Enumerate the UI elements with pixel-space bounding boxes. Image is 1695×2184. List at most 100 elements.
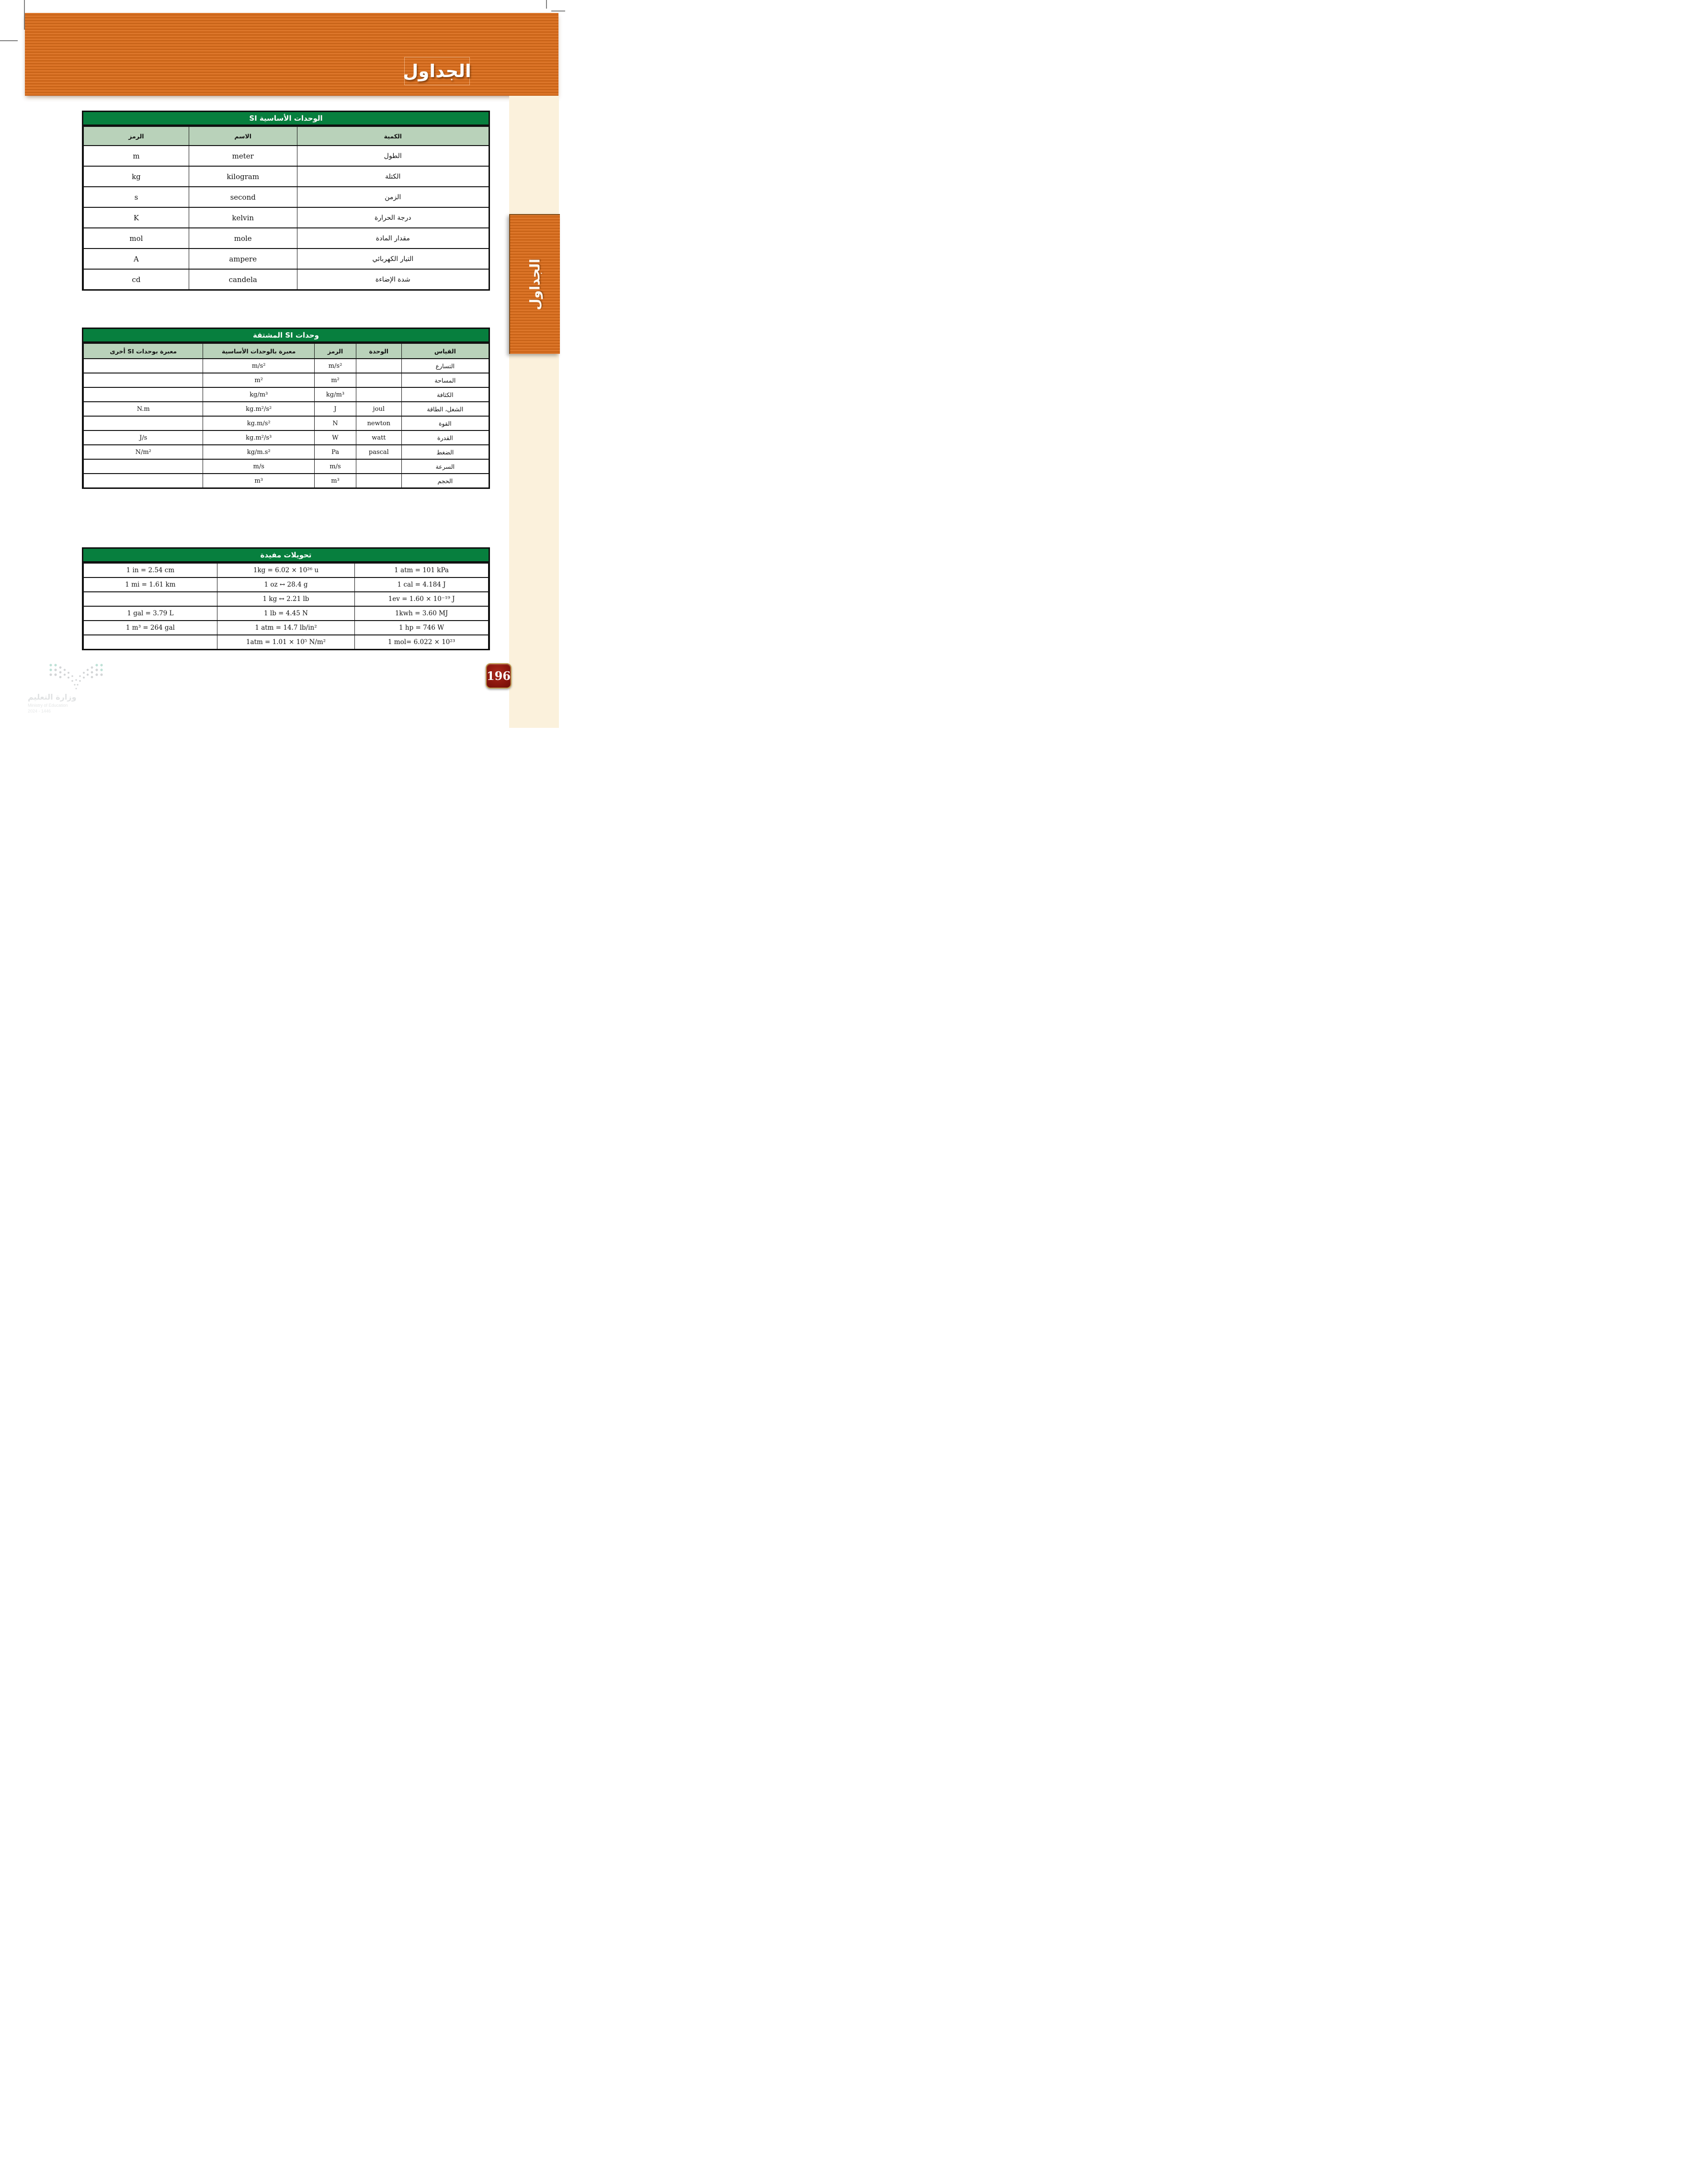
cell-base-units: kg/m.s²: [203, 444, 315, 459]
cell-base-units: kg.m/s²: [203, 416, 315, 430]
cell-other-units: J/s: [83, 430, 204, 445]
cell-conversion: 1 m³ = 264 gal: [83, 620, 217, 635]
cell-symbol: cd: [83, 269, 189, 289]
col-header-base-units: معبرة بالوحدات الأساسية: [203, 343, 315, 359]
cell-base-units: kg/m³: [203, 387, 315, 402]
cell-name: ampere: [188, 248, 297, 269]
cell-conversion: 1 gal = 3.79 L: [83, 606, 217, 621]
table-row: المساحة m² m²: [83, 373, 489, 387]
si-base-units-title: الوحدات الأساسية SI: [83, 112, 489, 126]
cell-symbol: m³: [314, 473, 357, 487]
cell-symbol: s: [83, 186, 189, 207]
cell-unit: joul: [356, 401, 402, 416]
cell-other-units: [83, 387, 204, 402]
table-row: السرعة m/s m/s: [83, 459, 489, 474]
conversions-title: تحويلات مفيدة: [83, 549, 489, 563]
cell-quantity: الكتلة: [296, 166, 489, 187]
cell-unit: watt: [356, 430, 402, 445]
col-header-measure: القياس: [401, 343, 489, 359]
cell-unit: [356, 473, 402, 487]
cell-quantity: شدة الإضاءة: [296, 269, 489, 289]
cell-conversion: 1 lb = 4.45 N: [216, 606, 355, 621]
cell-name: kelvin: [188, 207, 297, 228]
cell-measure: الشغل، الطاقة: [401, 401, 489, 416]
cell-conversion: 1 atm = 14.7 lb/in²: [216, 620, 355, 635]
cell-quantity: درجة الحرارة: [296, 207, 489, 228]
cell-conversion: 1kg = 6.02 × 10²⁶ u: [216, 563, 355, 577]
sidebar-tab-label: الجداول: [527, 259, 543, 310]
table-row: الزمن second s: [83, 186, 489, 207]
sidebar-strip: [509, 96, 559, 728]
cell-name: candela: [188, 269, 297, 289]
cell-other-units: [83, 459, 204, 474]
cell-other-units: N.m: [83, 401, 204, 416]
textbook-page: الجداول الجداول الوحدات الأساسية SI الكم…: [0, 0, 565, 728]
table-row: التسارع m/s² m/s²: [83, 358, 489, 373]
cell-symbol: m: [83, 145, 189, 166]
crop-mark: [0, 40, 18, 41]
cell-unit: [356, 358, 402, 373]
col-header-symbol: الرمز: [83, 126, 189, 146]
watermark-year: 2024 - 1446: [28, 709, 51, 713]
conversions-table: تحويلات مفيدة 1 in = 2.54 cm 1kg = 6.02 ×…: [82, 547, 490, 650]
cell-name: kilogram: [188, 166, 297, 187]
cell-symbol: m²: [314, 373, 357, 387]
cell-conversion: 1 mol= 6.022 × 10²³: [354, 634, 489, 649]
watermark-ministry-arabic: وزارة التعليم: [28, 692, 77, 702]
cell-symbol: mol: [83, 227, 189, 249]
cell-unit: [356, 459, 402, 474]
cell-base-units: kg.m²/s²: [203, 401, 315, 416]
cell-unit: newton: [356, 416, 402, 430]
cell-symbol: m/s²: [314, 358, 357, 373]
si-derived-units-grid: القياس الوحدة الرمز معبرة بالوحدات الأسا…: [83, 343, 489, 487]
cell-measure: المساحة: [401, 373, 489, 387]
table-row: 1 m³ = 264 gal 1 atm = 14.7 lb/in² 1 hp = …: [83, 620, 489, 635]
cell-symbol: K: [83, 207, 189, 228]
cell-unit: [356, 387, 402, 402]
col-header-name: الاسم: [188, 126, 297, 146]
page-title: الجداول: [403, 61, 471, 81]
crop-mark: [546, 0, 547, 9]
cell-measure: القوة: [401, 416, 489, 430]
table-row: الطول meter m: [83, 145, 489, 166]
cell-conversion: 1ev = 1.60 × 10⁻¹⁹ J: [354, 591, 489, 606]
cell-symbol: Pa: [314, 444, 357, 459]
cell-other-units: [83, 473, 204, 487]
table-row: مقدار المادة mole mol: [83, 227, 489, 249]
col-header-unit: الوحدة: [356, 343, 402, 359]
sidebar-tab-tables: الجداول: [509, 214, 560, 354]
cell-base-units: kg.m²/s³: [203, 430, 315, 445]
col-header-other-units: معبرة بوحدات SI أخرى: [83, 343, 204, 359]
table-row: 1atm = 1.01 × 10⁵ N/m² 1 mol= 6.022 × 10²…: [83, 634, 489, 649]
cell-quantity: مقدار المادة: [296, 227, 489, 249]
cell-measure: القدرة: [401, 430, 489, 445]
cell-name: second: [188, 186, 297, 207]
cell-other-units: [83, 358, 204, 373]
table-row: التيار الكهربائي ampere A: [83, 248, 489, 269]
si-base-units-table: الوحدات الأساسية SI الكمية الاسم الرمز ا…: [82, 111, 490, 291]
cell-measure: السرعة: [401, 459, 489, 474]
crop-mark: [24, 0, 25, 30]
cell-conversion: 1kwh = 3.60 MJ: [354, 606, 489, 621]
cell-unit: [356, 373, 402, 387]
cell-symbol: kg: [83, 166, 189, 187]
cell-conversion: 1 mi = 1.61 km: [83, 577, 217, 592]
cell-conversion: 1 cal = 4.184 J: [354, 577, 489, 592]
page-title-box: الجداول: [403, 57, 471, 85]
cell-conversion: [83, 591, 217, 606]
cell-other-units: [83, 373, 204, 387]
col-header-quantity: الكمية: [296, 126, 489, 146]
cell-symbol: m/s: [314, 459, 357, 474]
header-row: القياس الوحدة الرمز معبرة بالوحدات الأسا…: [83, 343, 489, 359]
cell-symbol: kg/m³: [314, 387, 357, 402]
cell-symbol: N: [314, 416, 357, 430]
cell-conversion: 1 atm = 101 kPa: [354, 563, 489, 577]
table-row: الحجم m³ m³: [83, 473, 489, 487]
cell-conversion: 1 in = 2.54 cm: [83, 563, 217, 577]
table-row: الكتلة kilogram kg: [83, 166, 489, 187]
cell-conversion: 1 oz ↔ 28.4 g: [216, 577, 355, 592]
